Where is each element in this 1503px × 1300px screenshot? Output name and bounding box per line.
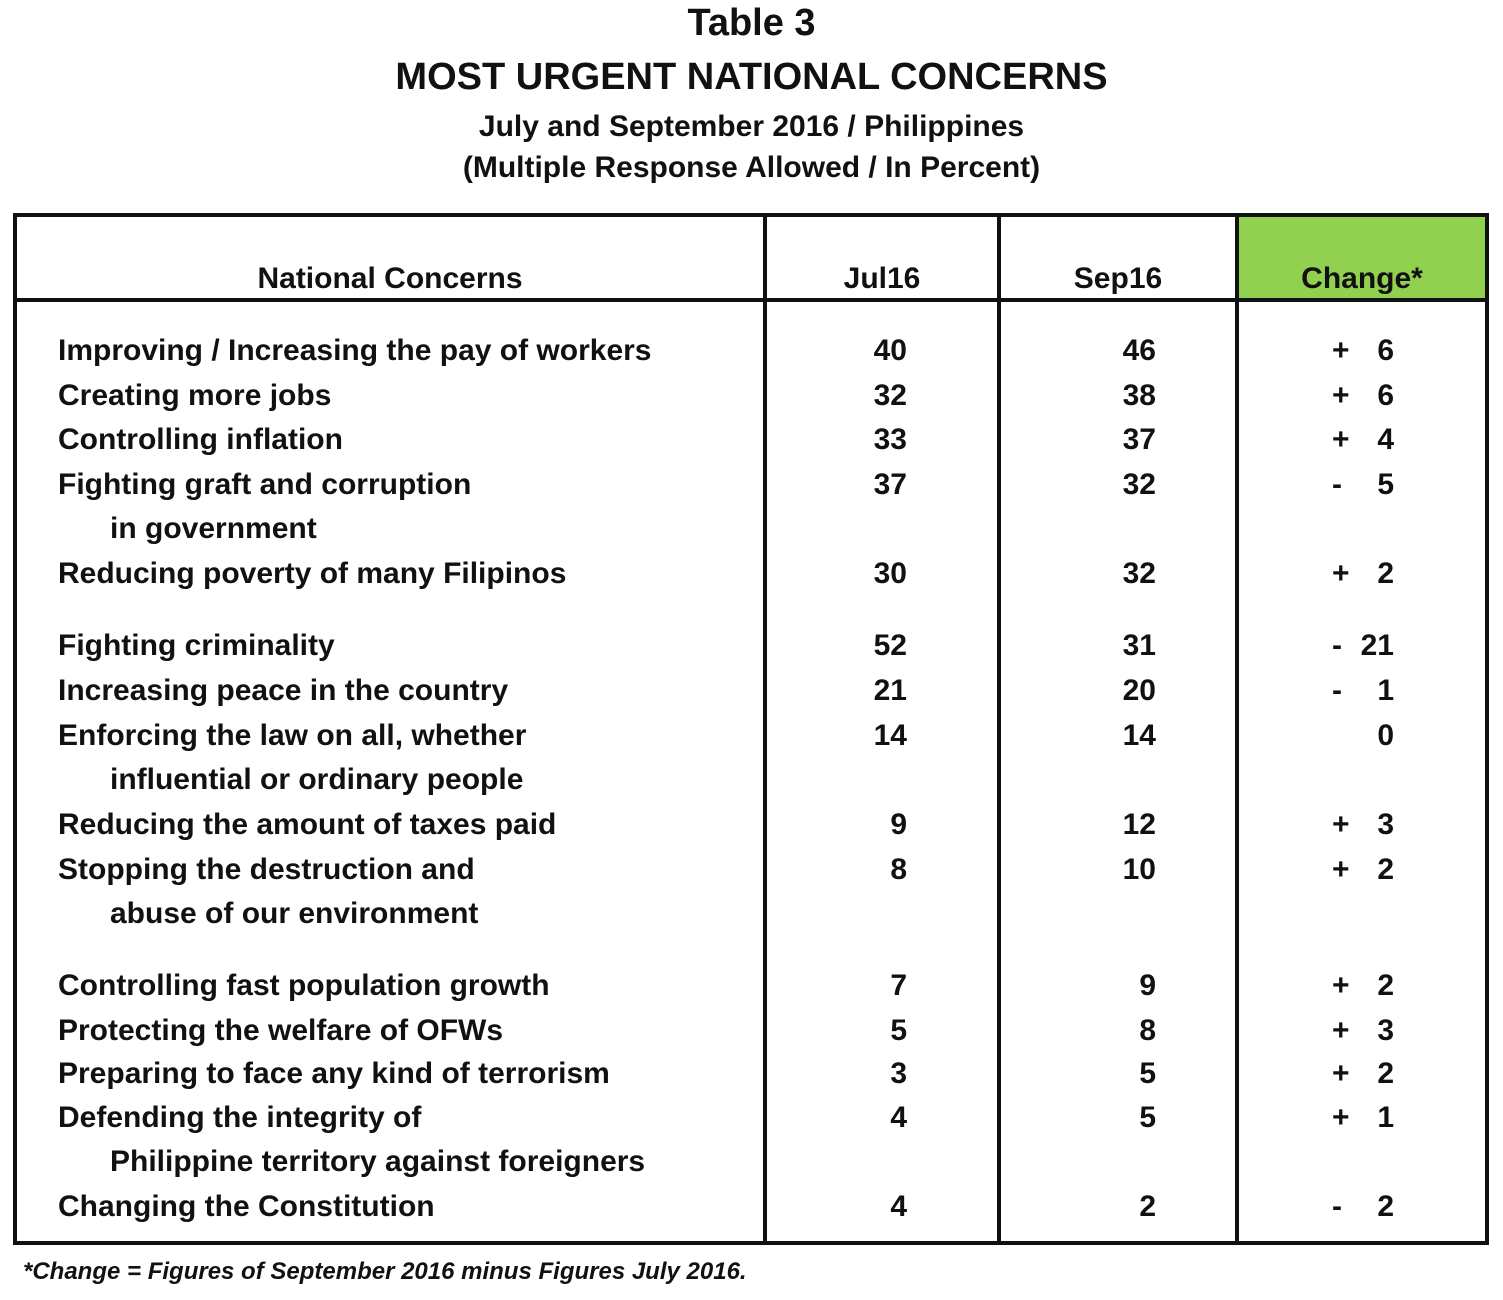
sep16-value: 12 <box>1122 808 1156 841</box>
change-sign: + <box>1332 1101 1350 1134</box>
jul16-value: 30 <box>873 557 907 590</box>
sep16-value: 8 <box>1139 1014 1156 1047</box>
jul16-value: 3 <box>890 1057 907 1090</box>
column-divider <box>1235 217 1239 1241</box>
change-sign: + <box>1332 1014 1350 1047</box>
sep16-value: 14 <box>1122 719 1156 752</box>
change-value: 3 <box>1377 1014 1394 1047</box>
change-sign: + <box>1332 557 1350 590</box>
row-label: Controlling inflation <box>58 423 343 456</box>
row-label: Controlling fast population growth <box>58 969 550 1002</box>
change-sign: + <box>1332 1057 1350 1090</box>
change-sign: + <box>1332 969 1350 1002</box>
row-label: Changing the Constitution <box>58 1190 435 1223</box>
page-title: MOST URGENT NATIONAL CONCERNS <box>395 56 1108 98</box>
change-sign: + <box>1332 379 1350 412</box>
change-value: 5 <box>1377 468 1394 501</box>
change-header-highlight <box>1239 217 1485 298</box>
change-value: 2 <box>1377 557 1394 590</box>
sep16-value: 46 <box>1122 334 1156 367</box>
change-value: 2 <box>1377 1190 1394 1223</box>
row-label: Fighting criminality <box>58 629 335 662</box>
row-label-continued: influential or ordinary people <box>110 763 524 796</box>
jul16-value: 14 <box>873 719 907 752</box>
change-value: 0 <box>1377 719 1394 752</box>
change-value: 3 <box>1377 808 1394 841</box>
change-sign: - <box>1332 1190 1342 1223</box>
jul16-value: 52 <box>873 629 907 662</box>
change-value: 2 <box>1377 853 1394 886</box>
jul16-value: 8 <box>890 853 907 886</box>
change-value: 21 <box>1360 629 1394 662</box>
change-sign: - <box>1332 674 1342 707</box>
row-label-continued: Philippine territory against foreigners <box>110 1145 646 1178</box>
header-sep16: Sep16 <box>1073 262 1163 295</box>
change-sign: - <box>1332 468 1342 501</box>
jul16-value: 4 <box>890 1101 907 1134</box>
sep16-value: 20 <box>1122 674 1156 707</box>
change-sign: + <box>1332 334 1350 367</box>
row-label: Improving / Increasing the pay of worker… <box>58 334 652 367</box>
change-sign: + <box>1332 853 1350 886</box>
footnote: *Change = Figures of September 2016 minu… <box>23 1258 747 1285</box>
jul16-value: 33 <box>873 423 907 456</box>
sep16-value: 2 <box>1139 1190 1156 1223</box>
row-label: Fighting graft and corruption <box>58 468 472 501</box>
change-value: 6 <box>1377 334 1394 367</box>
change-value: 1 <box>1377 1101 1394 1134</box>
row-label: Increasing peace in the country <box>58 674 509 707</box>
jul16-value: 40 <box>873 334 907 367</box>
sep16-value: 9 <box>1139 969 1156 1002</box>
jul16-value: 4 <box>890 1190 907 1223</box>
concerns-table: National Concerns Jul16 Sep16 Change* Im… <box>13 213 1489 1245</box>
row-label-continued: abuse of our environment <box>110 897 479 930</box>
change-value: 6 <box>1377 379 1394 412</box>
sep16-value: 5 <box>1139 1057 1156 1090</box>
change-sign: - <box>1332 629 1342 662</box>
jul16-value: 7 <box>890 969 907 1002</box>
row-label: Creating more jobs <box>58 379 332 412</box>
sep16-value: 5 <box>1139 1101 1156 1134</box>
sep16-value: 32 <box>1122 468 1156 501</box>
jul16-value: 9 <box>890 808 907 841</box>
column-divider <box>763 217 767 1241</box>
sep16-value: 37 <box>1122 423 1156 456</box>
sep16-value: 10 <box>1122 853 1156 886</box>
period-subtitle: July and September 2016 / Philippines <box>478 110 1025 143</box>
row-label: Enforcing the law on all, whether <box>58 719 527 752</box>
jul16-value: 5 <box>890 1014 907 1047</box>
change-sign: + <box>1332 808 1350 841</box>
row-label-continued: in government <box>110 512 317 545</box>
response-note: (Multiple Response Allowed / In Percent) <box>462 151 1041 184</box>
header-jul16: Jul16 <box>843 262 921 295</box>
jul16-value: 21 <box>873 674 907 707</box>
change-value: 2 <box>1377 1057 1394 1090</box>
row-label: Protecting the welfare of OFWs <box>58 1014 504 1047</box>
row-label: Preparing to face any kind of terrorism <box>58 1057 610 1090</box>
sep16-value: 31 <box>1122 629 1156 662</box>
change-value: 2 <box>1377 969 1394 1002</box>
row-label: Reducing the amount of taxes paid <box>58 808 557 841</box>
change-sign: + <box>1332 423 1350 456</box>
row-label: Stopping the destruction and <box>58 853 475 886</box>
jul16-value: 37 <box>873 468 907 501</box>
sep16-value: 32 <box>1122 557 1156 590</box>
header-divider <box>17 298 1485 302</box>
column-divider <box>997 217 1001 1241</box>
header-national-concerns: National Concerns <box>257 262 523 295</box>
change-value: 1 <box>1377 674 1394 707</box>
jul16-value: 32 <box>873 379 907 412</box>
header-change: Change* <box>1301 262 1423 295</box>
row-label: Defending the integrity of <box>58 1101 422 1134</box>
change-value: 4 <box>1377 423 1394 456</box>
row-label: Reducing poverty of many Filipinos <box>58 557 567 590</box>
sep16-value: 38 <box>1122 379 1156 412</box>
table-number: Table 3 <box>687 2 816 44</box>
